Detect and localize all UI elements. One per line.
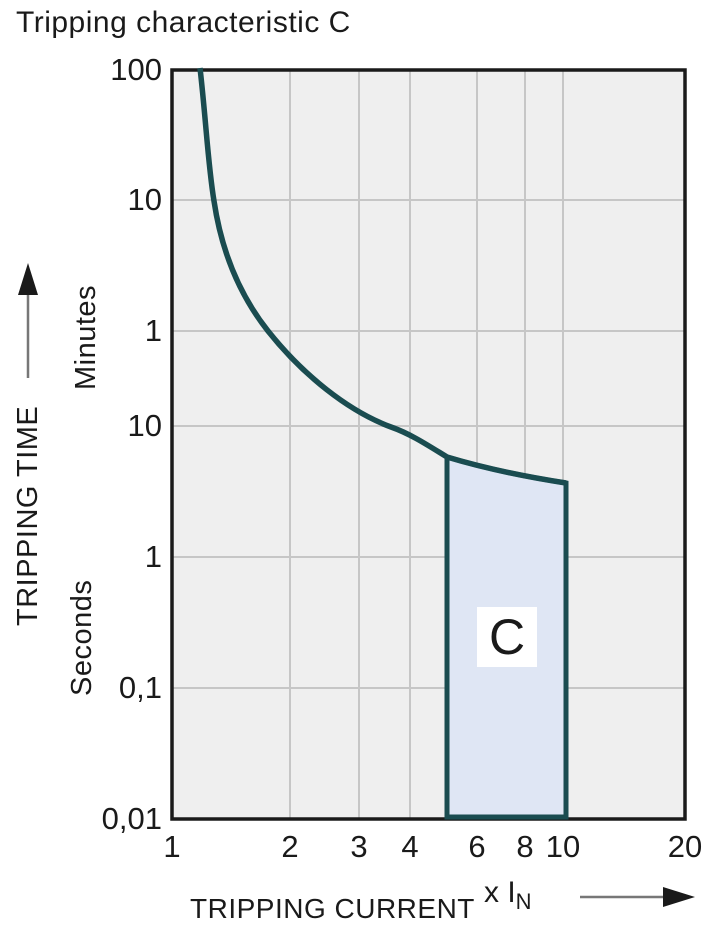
x-tick-3: 3 xyxy=(350,829,368,864)
y-tick-1s: 1 xyxy=(144,539,162,574)
x-tick-8: 8 xyxy=(516,829,534,864)
x-axis-unit-subscript: N xyxy=(515,889,532,914)
y-tick-1min: 1 xyxy=(144,313,162,348)
y-tick-10min: 10 xyxy=(127,182,162,217)
tripping-curve xyxy=(197,67,567,486)
x-tick-20: 20 xyxy=(667,829,703,864)
x-axis-unit: x IN xyxy=(484,876,532,915)
x-axis-unit-text: x I xyxy=(484,876,516,909)
up-arrow-icon xyxy=(18,263,38,378)
plot-frame xyxy=(170,68,687,821)
y-tick-0_01s: 0,01 xyxy=(101,801,162,836)
y-tick-0_1s: 0,1 xyxy=(118,670,162,705)
x-tick-4: 4 xyxy=(401,829,419,864)
chart-title: Tripping characteristic C xyxy=(16,6,351,39)
region-label-c: C xyxy=(477,607,537,667)
x-tick-2: 2 xyxy=(281,829,299,864)
x-tick-6: 6 xyxy=(468,829,486,864)
x-tick-1: 1 xyxy=(163,829,181,864)
right-arrow-icon xyxy=(580,887,695,907)
y-tick-100min: 100 xyxy=(110,52,162,87)
y-unit-minutes: Minutes xyxy=(70,284,102,390)
x-tick-10: 10 xyxy=(545,829,581,864)
y-tick-10s: 10 xyxy=(127,408,162,443)
y-unit-seconds: Seconds xyxy=(66,579,98,697)
y-axis-title: TRIPPING TIME xyxy=(12,405,44,627)
x-axis-title: TRIPPING CURRENT xyxy=(190,893,475,924)
